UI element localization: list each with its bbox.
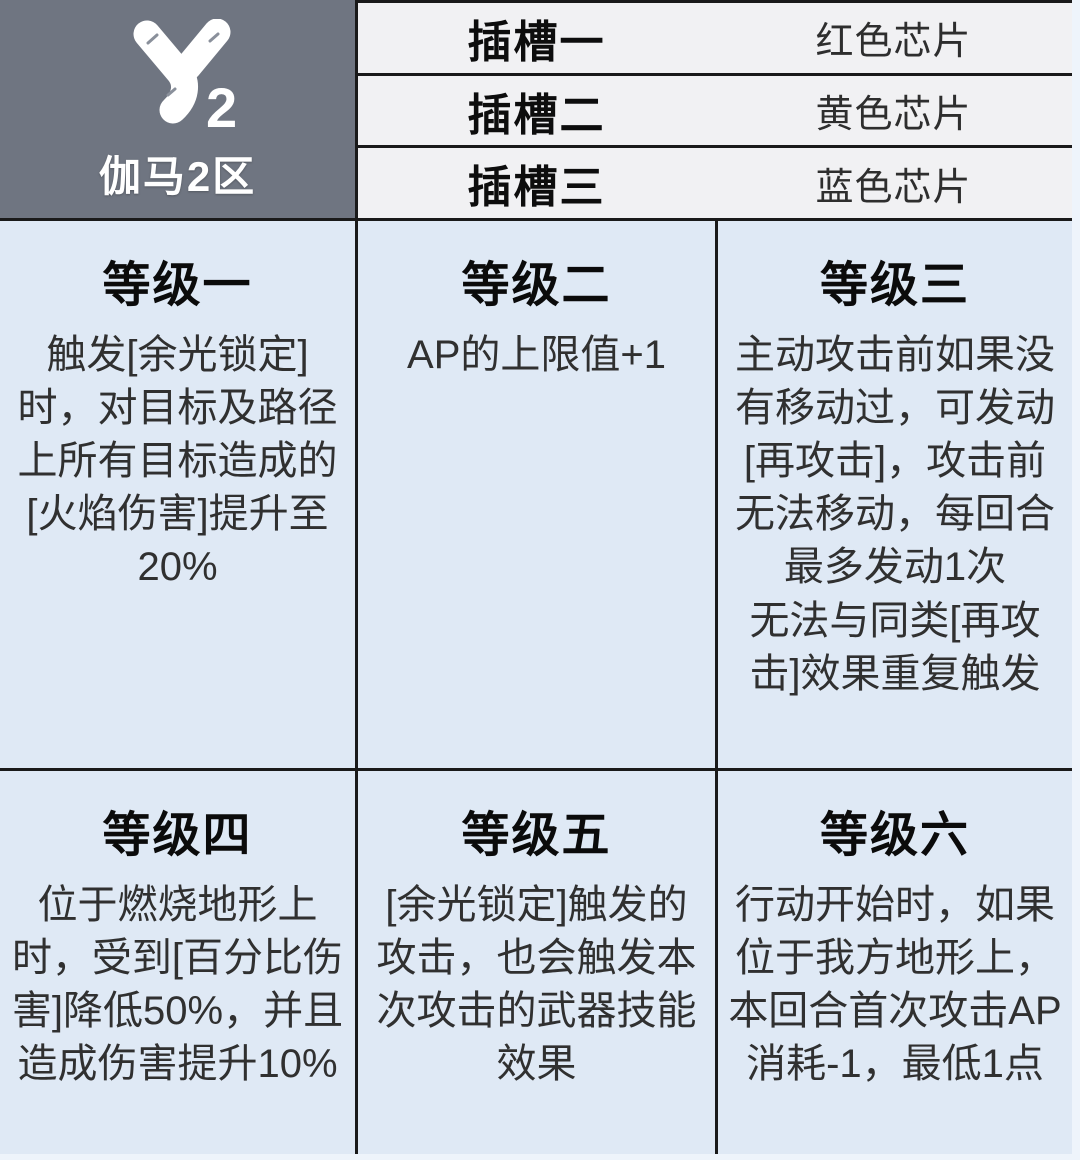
level-5-title: 等级五 [461,809,612,862]
level-4-description: 位于燃烧地形上时，受到[百分比伤害]降低50%，并且造成伤害提升10% [11,882,344,1087]
level-cell-4: 等级四 位于燃烧地形上时，受到[百分比伤害]降低50%，并且造成伤害提升10% [0,771,358,1154]
gamma-2-logo-icon: 2 [111,18,245,139]
level-cell-2: 等级二 AP的上限值+1 [358,221,718,771]
slot-3-label: 插槽三 [467,163,606,213]
level-2-title: 等级二 [461,259,612,312]
slot-3-chip: 蓝色芯片 [815,166,972,209]
slot-row-1: 插槽一 红色芯片 [358,3,1072,73]
level-cell-3: 等级三 主动攻击前如果没有移动过，可发动[再攻击]，攻击前无法移动，每回合最多发… [718,221,1072,771]
slot-2-label: 插槽二 [467,90,606,140]
level-6-description: 行动开始时，如果位于我方地形上，本回合首次攻击AP消耗-1，最低1点 [728,882,1062,1087]
svg-text:2: 2 [206,76,237,133]
slot-row-2: 插槽二 黄色芯片 [358,72,1072,146]
level-1-description: 触发[余光锁定]时，对目标及路径上所有目标造成的[火焰伤害]提升至20% [17,332,338,590]
level-5-description: [余光锁定]触发的攻击，也会触发本次攻击的武器技能效果 [376,882,697,1087]
slot-2-chip: 黄色芯片 [815,94,972,136]
level-cell-5: 等级五 [余光锁定]触发的攻击，也会触发本次攻击的武器技能效果 [358,771,718,1154]
slot-1-chip: 红色芯片 [815,21,972,64]
slot-table: 插槽一 红色芯片 插槽二 黄色芯片 插槽三 蓝色芯片 [358,0,1072,218]
slot-row-3: 插槽三 蓝色芯片 [358,145,1072,218]
level-1-title: 等级一 [102,259,253,312]
level-2-description: AP的上限值+1 [407,332,666,377]
level-3-description: 主动攻击前如果没有移动过，可发动[再攻击]，攻击前无法移动，每回合最多发动1次 … [735,332,1055,696]
level-grid: 等级一 触发[余光锁定]时，对目标及路径上所有目标造成的[火焰伤害]提升至20%… [0,221,1072,1154]
level-3-title: 等级三 [819,259,970,312]
zone-card: 2 伽马2区 [0,0,358,218]
zone-name: 伽马2区 [98,152,257,200]
header-section: 2 伽马2区 插槽一 红色芯片 插槽二 黄色芯片 插槽三 蓝色芯片 [0,0,1072,221]
level-cell-6: 等级六 行动开始时，如果位于我方地形上，本回合首次攻击AP消耗-1，最低1点 [718,771,1072,1154]
level-6-title: 等级六 [819,809,970,862]
level-4-title: 等级四 [102,809,253,862]
level-cell-1: 等级一 触发[余光锁定]时，对目标及路径上所有目标造成的[火焰伤害]提升至20% [0,221,358,771]
slot-1-label: 插槽一 [467,17,606,67]
